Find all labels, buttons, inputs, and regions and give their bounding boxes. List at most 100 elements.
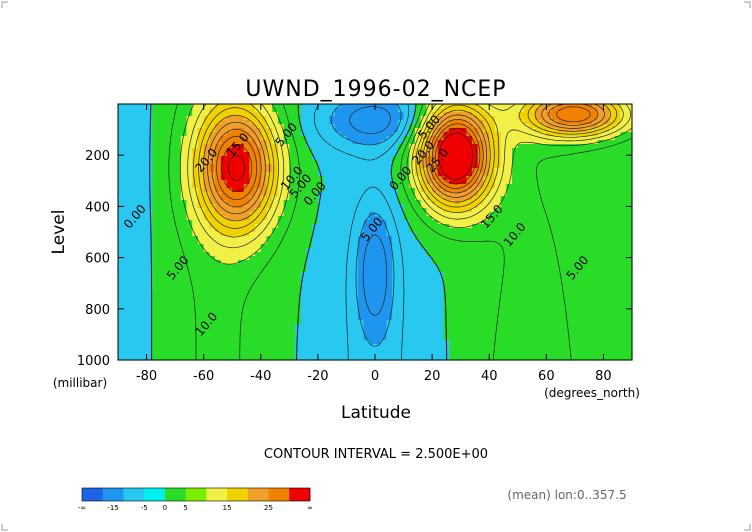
field-cell [146, 272, 153, 277]
field-cell [340, 252, 348, 257]
field-cell [289, 340, 296, 345]
field-cell [135, 160, 142, 165]
field-cell [283, 224, 290, 229]
field-cell [197, 316, 205, 321]
field-cell [255, 164, 262, 169]
field-cell [552, 156, 559, 161]
field-cell [157, 260, 165, 265]
field-cell [409, 136, 416, 141]
field-cell [534, 156, 542, 161]
field-cell [277, 164, 285, 169]
field-cell [546, 204, 553, 209]
field-cell [546, 252, 553, 257]
field-cell [186, 140, 193, 145]
field-cell [454, 168, 462, 173]
field-cell [437, 184, 445, 189]
field-cell [152, 268, 159, 273]
field-cell [357, 152, 365, 157]
field-cell [380, 244, 388, 249]
field-cell [312, 176, 319, 181]
field-cell [249, 208, 256, 213]
field-cell [523, 276, 530, 281]
field-cell [157, 168, 165, 173]
field-cell [312, 180, 319, 185]
field-cell [266, 124, 273, 129]
field-cell [494, 344, 502, 349]
field-cell [512, 256, 519, 261]
field-cell [386, 332, 393, 337]
field-cell [529, 340, 536, 345]
field-cell [512, 276, 519, 281]
field-cell [477, 288, 485, 293]
field-cell [255, 172, 262, 177]
field-cell [414, 224, 422, 229]
field-cell [409, 232, 416, 237]
field-cell [169, 260, 176, 265]
field-cell [397, 148, 405, 153]
field-cell [152, 128, 159, 133]
field-cell [340, 196, 348, 201]
field-cell [512, 140, 519, 145]
field-cell [140, 228, 148, 233]
field-cell [129, 164, 136, 169]
field-cell [466, 164, 473, 169]
field-cell [169, 136, 176, 141]
field-cell [306, 152, 313, 157]
field-cell [295, 204, 302, 209]
field-cell [323, 300, 330, 305]
field-cell [386, 280, 393, 285]
field-cell [289, 248, 296, 253]
field-cell [540, 260, 547, 265]
field-cell [346, 344, 353, 349]
field-cell [317, 136, 325, 141]
field-cell [517, 232, 525, 237]
field-cell [317, 276, 325, 281]
field-cell [135, 216, 142, 221]
field-cell [203, 308, 210, 313]
field-cell [329, 228, 336, 233]
field-cell [460, 212, 467, 217]
field-cell [277, 232, 285, 237]
field-cell [123, 200, 131, 205]
field-cell [386, 104, 393, 109]
field-cell [477, 152, 485, 157]
field-cell [375, 192, 382, 197]
field-cell [209, 152, 216, 157]
field-cell [546, 128, 553, 133]
field-cell [432, 268, 439, 273]
field-cell [255, 348, 262, 353]
field-cell [323, 340, 330, 345]
field-cell [449, 332, 456, 337]
field-cell [414, 212, 422, 217]
field-cell [380, 208, 388, 213]
field-cell [152, 256, 159, 261]
field-cell [449, 160, 456, 165]
field-cell [432, 236, 439, 241]
field-cell [255, 188, 262, 193]
field-cell [523, 348, 530, 353]
field-cell [563, 108, 570, 113]
field-cell [140, 164, 148, 169]
field-cell [352, 200, 359, 205]
field-cell [386, 292, 393, 297]
field-cell [243, 292, 250, 297]
field-cell [483, 228, 490, 233]
field-cell [472, 332, 479, 337]
field-cell [266, 212, 273, 217]
field-cell [409, 176, 416, 181]
field-cell [403, 268, 410, 273]
field-cell [295, 184, 302, 189]
field-cell [386, 232, 393, 237]
field-cell [249, 292, 256, 297]
field-cell [237, 212, 245, 217]
field-cell [557, 144, 565, 149]
field-cell [363, 296, 370, 301]
field-cell [157, 352, 165, 357]
field-cell [414, 308, 422, 313]
field-cell [243, 112, 250, 117]
field-cell [203, 152, 210, 157]
field-cell [529, 188, 536, 193]
field-cell [140, 216, 148, 221]
field-cell [460, 144, 467, 149]
field-cell [340, 232, 348, 237]
